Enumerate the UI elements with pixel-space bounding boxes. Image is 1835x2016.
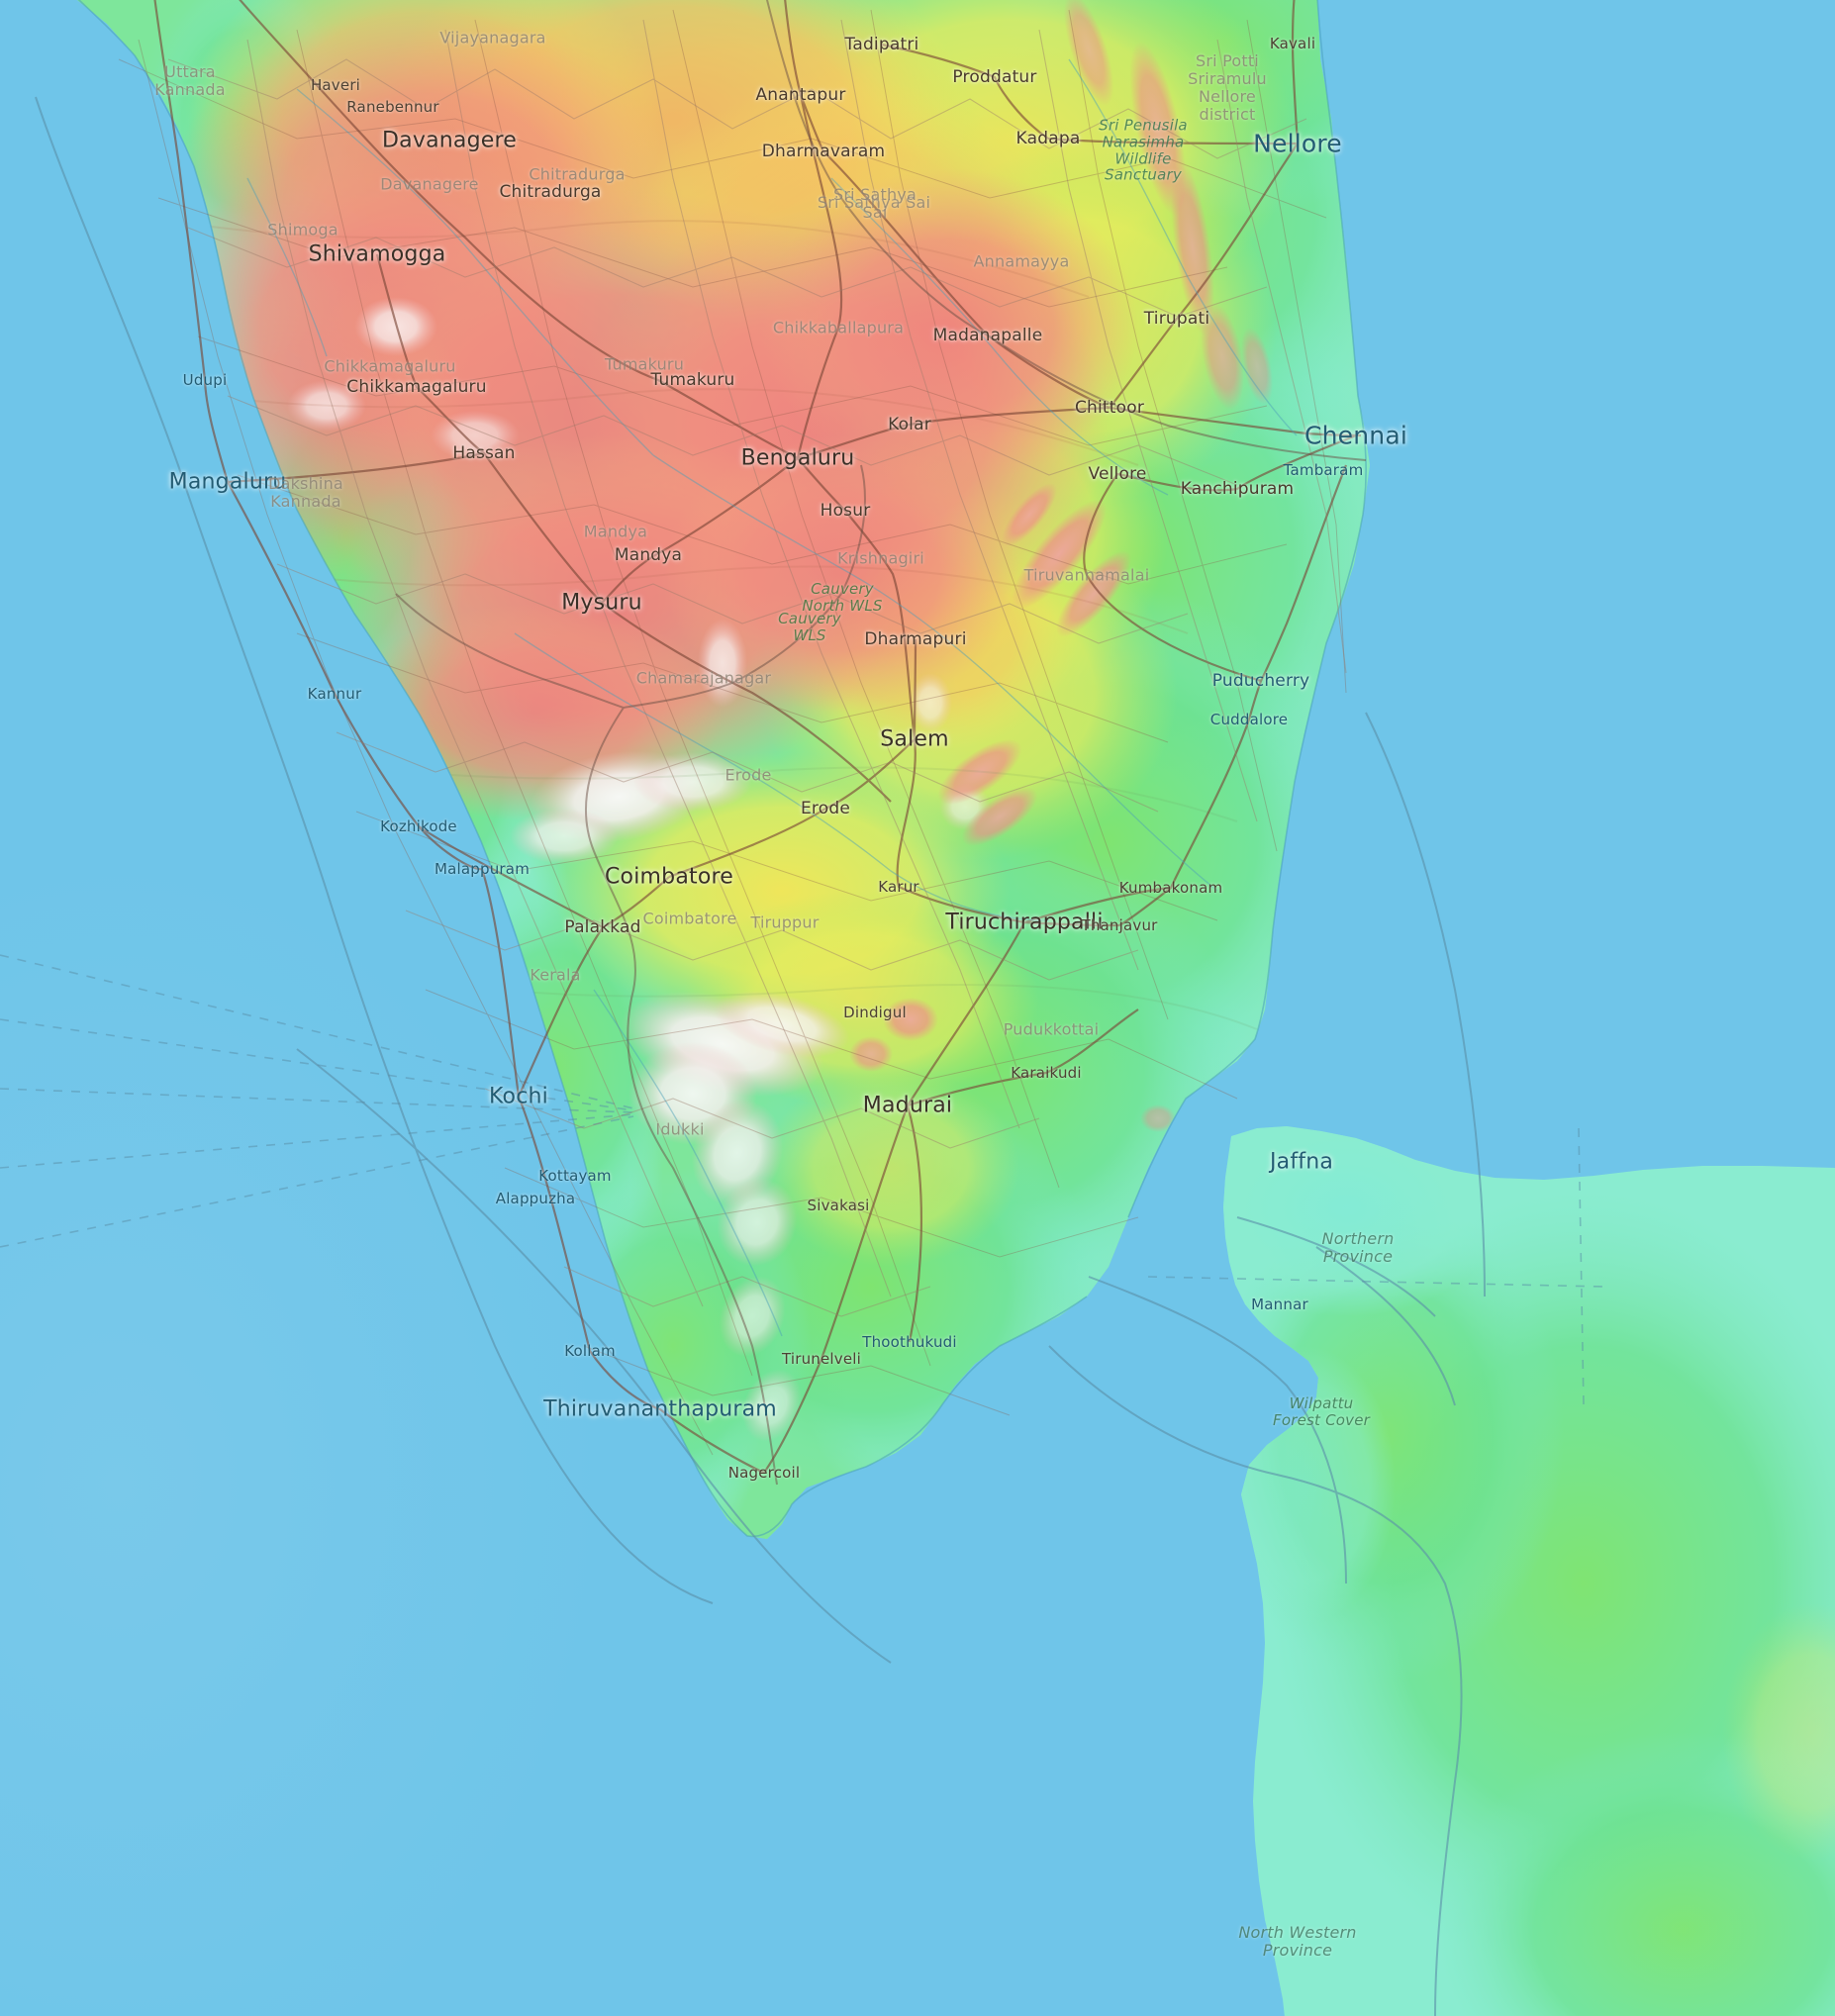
sri-lanka-terrain: [1223, 1126, 1835, 2016]
state-boundaries: [395, 0, 1367, 1486]
river-network: [246, 58, 1298, 1337]
road-network-major: [153, 0, 1362, 1475]
district-boundaries: [167, 19, 1347, 1317]
maritime-boundaries: [35, 96, 1486, 2016]
road-network-minor: [118, 9, 1347, 1456]
maritime-dashed-boundaries: [0, 954, 1604, 1406]
coastline: [77, 0, 1367, 1538]
